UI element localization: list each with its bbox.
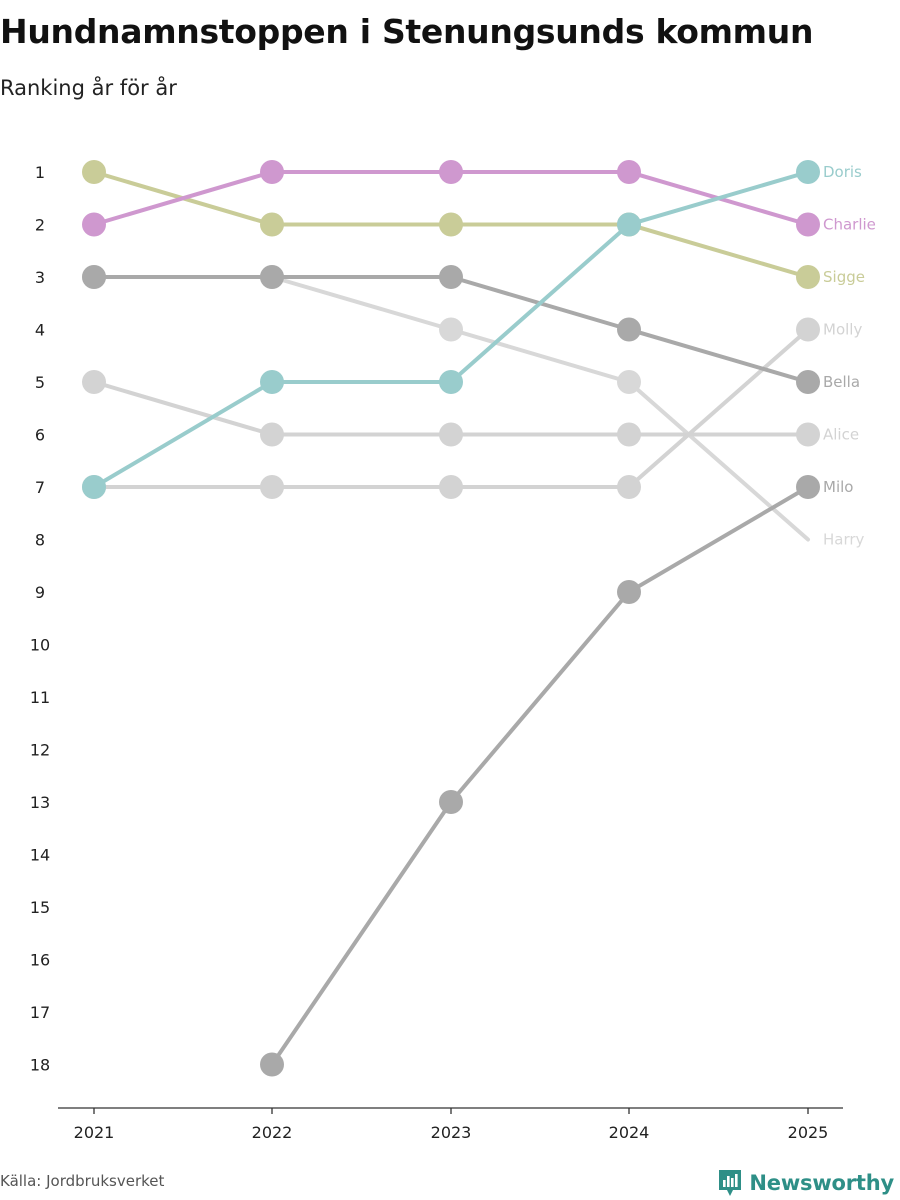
data-point-charlie [260, 160, 284, 184]
y-tick-label: 18 [30, 1056, 50, 1075]
x-tick-label: 2024 [609, 1123, 650, 1142]
series-line-milo [270, 485, 810, 1067]
data-point-bella [260, 265, 284, 289]
data-point-doris [260, 370, 284, 394]
data-point-doris [439, 370, 463, 394]
data-point-milo [260, 1052, 284, 1077]
data-point-charlie [617, 160, 641, 184]
x-tick-label: 2025 [788, 1123, 829, 1142]
y-tick-label: 1 [35, 163, 45, 182]
x-tick-label: 2023 [431, 1123, 472, 1142]
series-line-molly [92, 327, 810, 489]
y-tick-label: 8 [35, 531, 45, 550]
data-point-bella [82, 265, 106, 289]
chart-subtitle: Ranking år för år [0, 76, 177, 100]
y-tick-label: 5 [35, 373, 45, 392]
data-point-bella [796, 370, 820, 394]
data-point-harry [439, 317, 463, 342]
data-point-sigge [82, 160, 106, 184]
data-point-harry [617, 370, 641, 394]
y-tick-label: 6 [35, 426, 45, 445]
data-point-charlie [439, 160, 463, 184]
data-point-molly [796, 317, 820, 342]
newsworthy-logo-icon [719, 1170, 742, 1196]
data-point-milo [617, 580, 641, 604]
data-point-doris [617, 212, 641, 237]
series-line-harry [92, 275, 810, 542]
series-label-sigge: Sigge [823, 268, 865, 286]
y-tick-label: 12 [30, 741, 50, 760]
series-label-harry: Harry [823, 531, 865, 549]
data-point-bella [617, 317, 641, 342]
y-tick-label: 16 [30, 951, 50, 970]
data-point-alice [796, 422, 820, 447]
data-point-doris [796, 160, 820, 184]
y-tick-label: 9 [35, 583, 45, 602]
series-label-molly: Molly [823, 321, 862, 339]
series-label-milo: Milo [823, 478, 853, 496]
data-point-sigge [796, 265, 820, 289]
data-point-doris [82, 475, 106, 499]
data-point-charlie [796, 212, 820, 237]
y-tick-label: 14 [30, 846, 50, 865]
y-tick-label: 10 [30, 636, 50, 655]
series-label-charlie: Charlie [823, 216, 876, 234]
y-tick-label: 2 [35, 216, 45, 235]
series-label-bella: Bella [823, 373, 860, 391]
data-point-milo [796, 475, 820, 499]
y-tick-label: 15 [30, 898, 50, 917]
data-point-molly [260, 475, 284, 499]
y-tick-label: 13 [30, 793, 50, 812]
data-point-milo [439, 790, 463, 814]
data-point-sigge [439, 212, 463, 237]
x-tick-label: 2021 [74, 1123, 115, 1142]
y-tick-label: 7 [35, 478, 45, 497]
y-tick-label: 17 [30, 1003, 50, 1022]
source-note: Källa: Jordbruksverket [0, 1172, 165, 1190]
data-point-molly [439, 475, 463, 499]
data-point-molly [617, 475, 641, 499]
data-point-sigge [260, 212, 284, 237]
chart-title: Hundnamnstoppen i Stenungsunds kommun [0, 12, 814, 51]
data-point-alice [82, 370, 106, 394]
series-label-doris: Doris [823, 163, 862, 181]
data-point-alice [617, 422, 641, 447]
data-point-alice [439, 422, 463, 447]
data-point-alice [260, 422, 284, 447]
y-tick-label: 4 [35, 321, 45, 340]
brand-name: Newsworthy [749, 1171, 894, 1195]
data-point-charlie [82, 212, 106, 237]
series-label-alice: Alice [823, 426, 859, 444]
y-tick-label: 11 [30, 688, 50, 707]
data-point-bella [439, 265, 463, 289]
y-tick-label: 3 [35, 268, 45, 287]
brand-logo: Newsworthy [717, 1168, 894, 1198]
x-tick-label: 2022 [252, 1123, 293, 1142]
